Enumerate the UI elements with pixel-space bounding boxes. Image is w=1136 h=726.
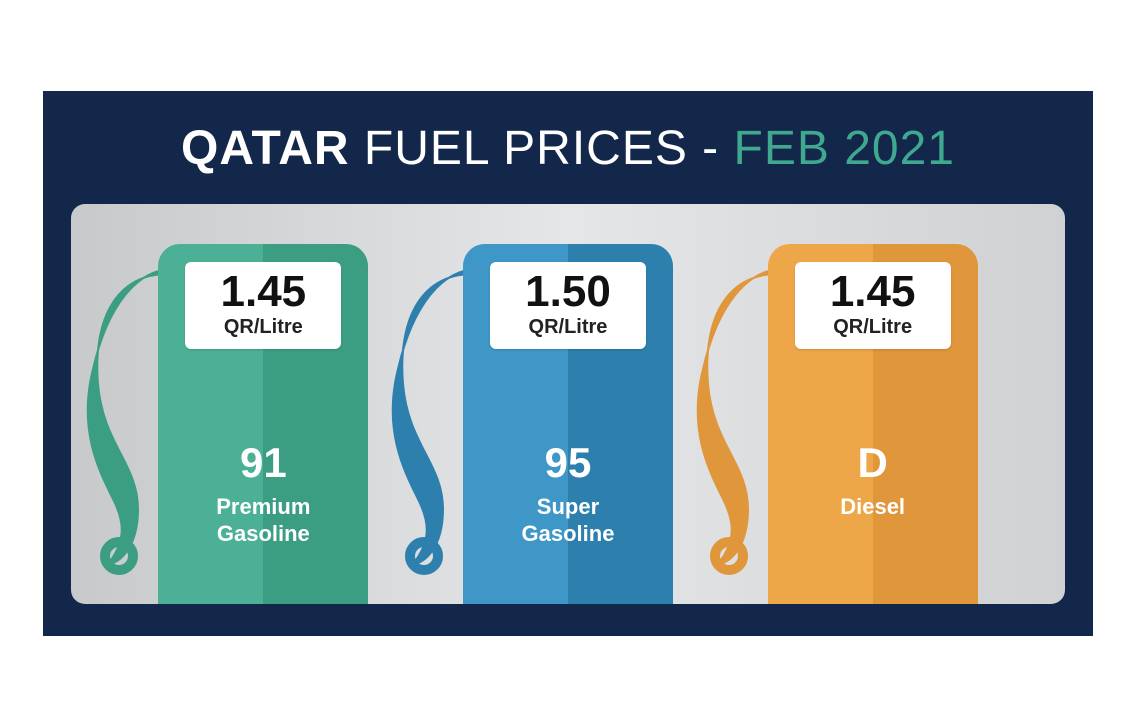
fuel-grade: D [857,439,887,487]
price-box: 1.50 QR/Litre [490,262,646,349]
nozzle-icon [643,288,673,348]
price-box: 1.45 QR/Litre [185,262,341,349]
pump-0: 1.45 QR/Litre 91 Premium Gasoline [113,224,413,604]
pump-2: 1.45 QR/Litre D Diesel [723,224,1023,604]
price-box: 1.45 QR/Litre [795,262,951,349]
price-value: 1.45 [795,270,951,314]
pump-1: 1.50 QR/Litre 95 Super Gasoline [418,224,718,604]
fuel-grade: 91 [240,439,287,487]
price-unit: QR/Litre [795,316,951,339]
nozzle-icon [338,288,368,348]
price-unit: QR/Litre [185,316,341,339]
main-title: QATAR FUEL PRICES - FEB 2021 [71,121,1065,176]
pump-content: 1.50 QR/Litre 95 Super Gasoline [463,244,673,604]
pumps-panel: 1.45 QR/Litre 91 Premium Gasoline 1.50 Q… [71,204,1065,604]
pump-body: 1.50 QR/Litre 95 Super Gasoline [463,244,673,604]
pump-body: 1.45 QR/Litre D Diesel [768,244,978,604]
price-unit: QR/Litre [490,316,646,339]
infographic-container: QATAR FUEL PRICES - FEB 2021 1.45 QR/Lit… [43,91,1093,636]
fuel-grade: 95 [545,439,592,487]
fuel-label: Premium Gasoline [216,493,310,548]
nozzle-icon [948,288,978,348]
pump-body: 1.45 QR/Litre 91 Premium Gasoline [158,244,368,604]
fuel-label: Super Gasoline [522,493,615,548]
price-value: 1.50 [490,270,646,314]
fuel-label: Diesel [840,493,905,521]
title-country: QATAR [181,122,350,175]
price-value: 1.45 [185,270,341,314]
pump-content: 1.45 QR/Litre 91 Premium Gasoline [158,244,368,604]
title-date: FEB 2021 [734,122,955,175]
pump-content: 1.45 QR/Litre D Diesel [768,244,978,604]
title-rest: FUEL PRICES - [350,122,734,175]
